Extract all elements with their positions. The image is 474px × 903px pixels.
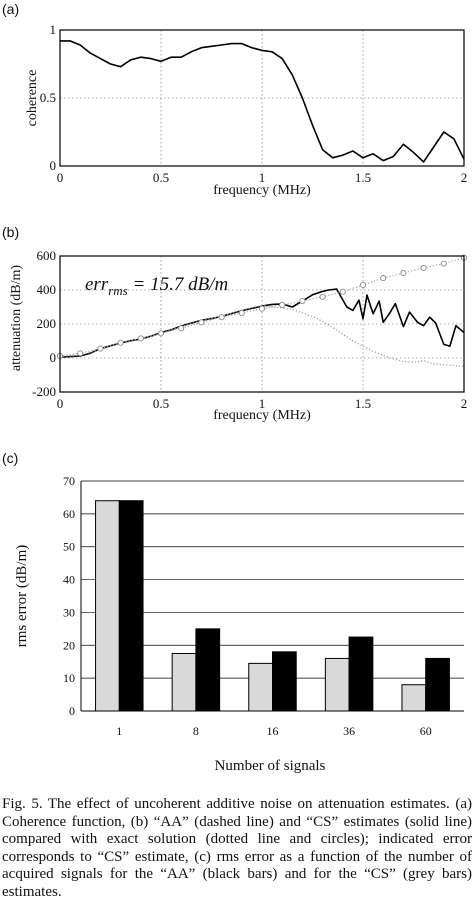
bar-grey [95,500,120,712]
y-tick-label: 60 [63,507,75,521]
y-tick-label: 0 [69,704,75,718]
x-tick-label: 60 [420,724,432,738]
exact-solution-point [178,325,185,332]
exact-solution-point [198,319,205,326]
figure-caption: Fig. 5. The effect of uncoherent additiv… [2,796,472,900]
panel-b-annotation: errrms = 15.7 dB/m [85,274,228,298]
panel-c-ticks: 0 10 20 30 40 50 60 70 1 8 16 36 60 [63,474,432,738]
series-line-solid [59,288,465,358]
y-tick-label: 0 [50,350,57,365]
x-tick-label: 16 [267,724,279,738]
exact-solution-point [97,345,104,352]
y-tick-label: 0 [50,158,57,173]
x-tick-label: 0.5 [153,170,169,185]
y-tick-label: 30 [63,605,75,619]
series-line-solid [60,40,465,163]
x-tick-label: 2 [461,396,468,411]
panel-c-ylabel: rms error (dB/m) [14,545,30,647]
panel-a-coherence: (a) 0 0.5 1 1.5 2 0 0.5 1 frequency (MHz) coher… [2,1,467,198]
exact-solution-point [359,281,367,288]
x-tick-label: 1 [259,396,266,411]
exact-solution-point [380,275,387,282]
y-tick-label: 200 [37,316,57,331]
panel-b-grid [60,256,464,392]
panel-a-frame [59,29,465,167]
annotation-err: err [85,274,109,295]
panel-a-xlabel: frequency (MHz) [213,183,311,198]
panel-c-label: (c) [2,450,18,466]
x-tick-label: 0 [57,170,64,185]
x-tick-label: 1.5 [355,396,371,411]
y-tick-label: 10 [63,671,75,685]
panel-a-ticks: 0 0.5 1 1.5 2 0 0.5 1 [40,22,468,185]
exact-solution-point [339,288,346,295]
y-tick-label: 0.5 [40,90,56,105]
y-tick-label: 400 [37,282,57,297]
panel-a-ylabel: coherence [25,70,40,127]
y-tick-label: -200 [32,384,56,399]
panel-c-grid [81,480,464,679]
exact-solution-point [157,330,165,337]
panel-b-xlabel: frequency (MHz) [213,408,311,423]
series-line-exact [59,257,465,357]
bar-grey [171,653,197,712]
panel-b-label: (b) [2,224,19,240]
bar-black [425,657,450,712]
exact-solution-point [400,269,407,277]
panel-c-xlabel: Number of signals [215,758,326,774]
panel-b-ylabel: attenuation (dB/m) [9,265,24,371]
panel-a-grid [60,30,464,166]
y-tick-label: 20 [63,638,75,652]
y-tick-label: 40 [63,573,75,587]
annotation-rest: = 15.7 dB/m [128,274,228,295]
exact-solution-point [440,260,447,267]
annotation-sub: rms [108,283,128,298]
x-tick-label: 8 [193,724,199,738]
x-tick-label: 1 [116,724,122,738]
panel-c-rms-error: (c) 0 10 20 30 40 50 60 70 1 8 16 36 60 Number of si… [2,450,464,774]
exact-solution-point [77,350,84,357]
x-tick-label: 36 [343,724,355,738]
exact-solution-point [137,335,144,342]
exact-solution-point [218,314,225,321]
panel-c-bars [95,500,450,712]
y-tick-label: 600 [37,248,57,263]
exact-solution-point [117,339,124,346]
panel-b-plot-area [56,254,468,368]
y-tick-label: 70 [63,474,75,488]
exact-solution-point [299,297,306,305]
bar-grey [248,662,273,712]
x-tick-label: 1 [259,170,266,185]
exact-solution-point [279,301,286,309]
panel-a-label: (a) [2,1,19,17]
bar-black [195,628,221,712]
y-tick-label: 1 [50,22,57,37]
bar-grey [324,657,350,712]
bar-black [348,636,374,712]
exact-solution-point [238,309,245,317]
exact-solution-point [420,264,427,271]
panel-a-plot-area [60,40,465,163]
bar-black [272,651,297,712]
y-tick-label: 50 [63,540,75,554]
x-tick-label: 0 [57,396,64,411]
x-tick-label: 2 [461,170,468,185]
bar-grey [401,684,427,712]
bar-black [118,500,144,712]
x-tick-label: 1.5 [355,170,371,185]
exact-solution-point [319,293,326,300]
exact-solution-point [258,305,266,312]
panel-b-frame [59,255,465,393]
x-tick-label: 0.5 [153,396,169,411]
